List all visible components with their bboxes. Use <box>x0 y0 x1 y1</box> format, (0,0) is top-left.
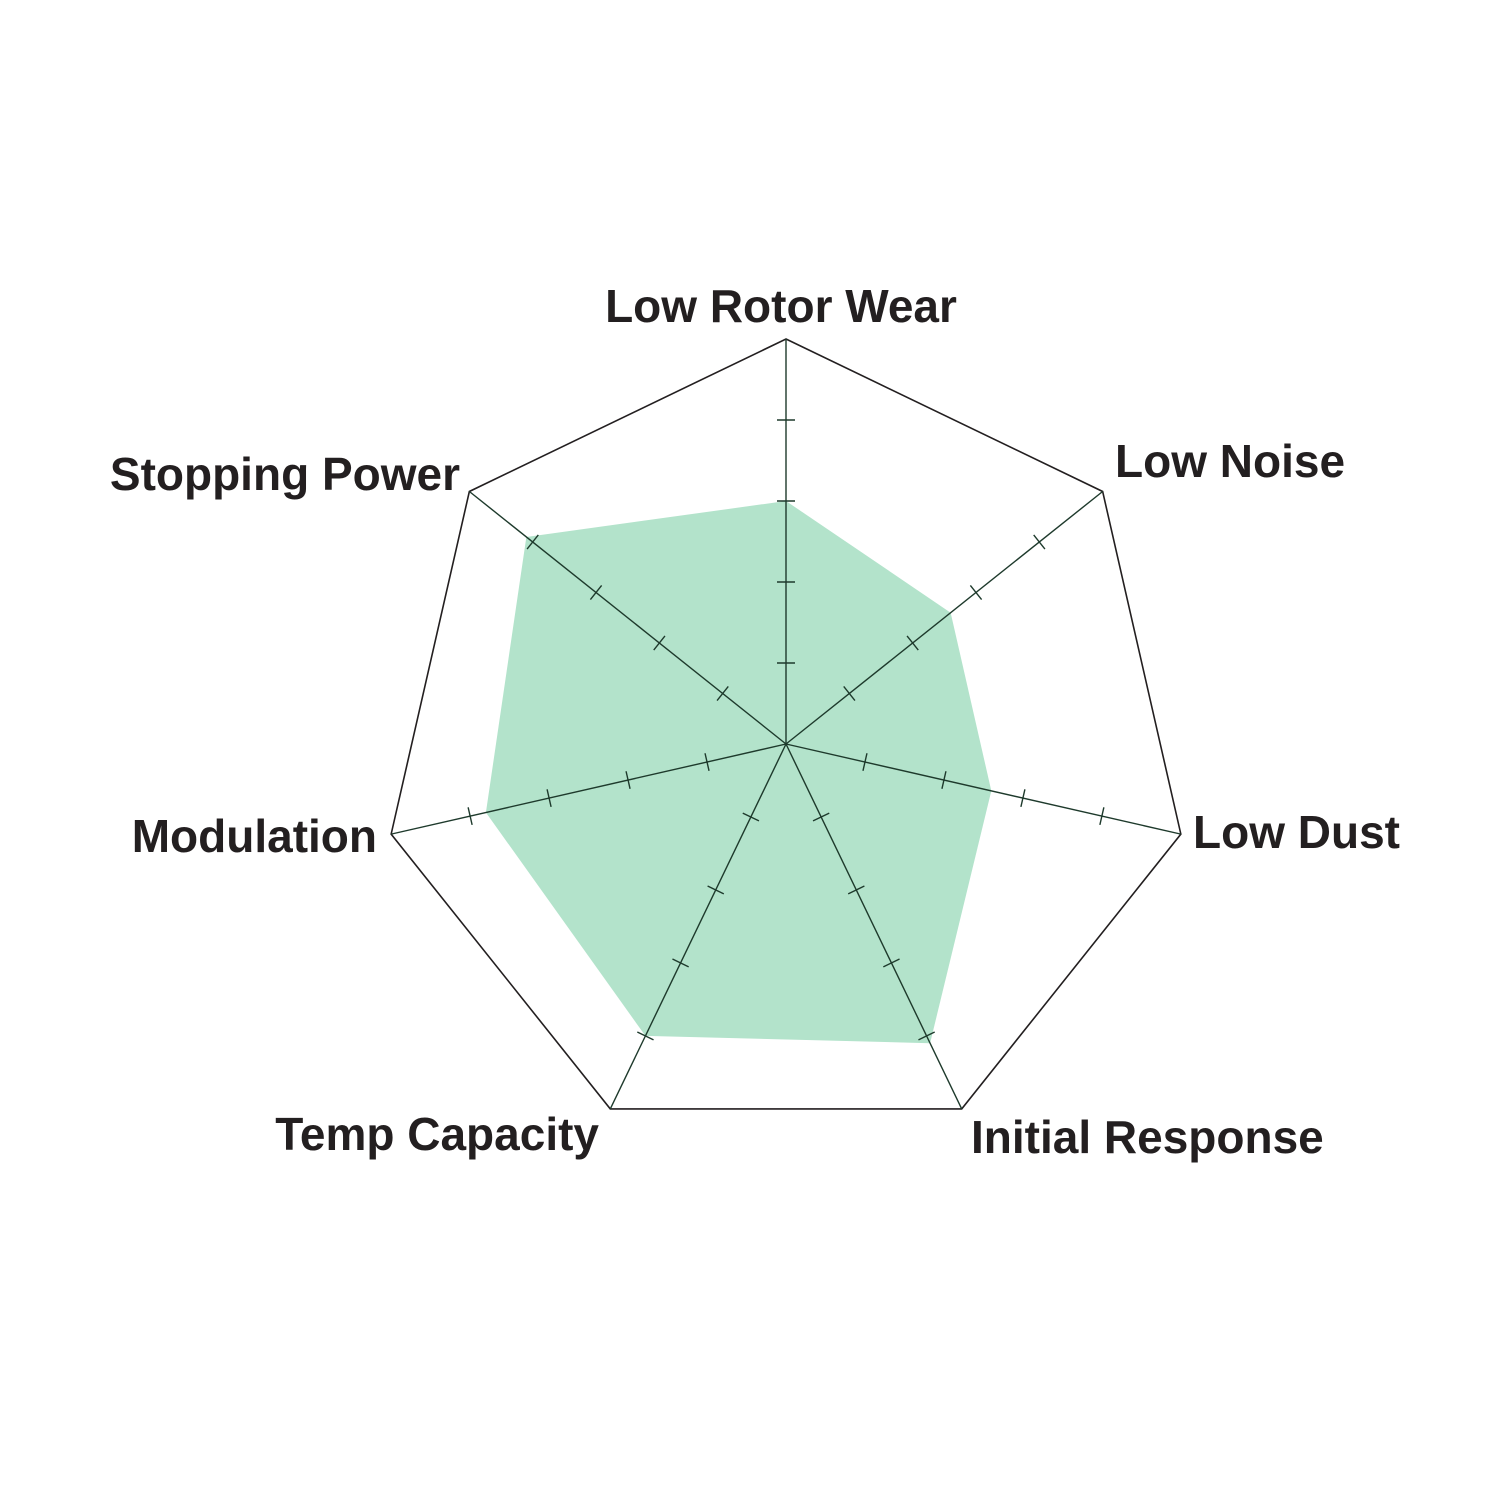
axis-line <box>785 743 963 1110</box>
axis-tick <box>526 534 539 550</box>
axis-label: Temp Capacity <box>275 1108 599 1160</box>
axis-label: Low Dust <box>1193 806 1400 858</box>
axis-line <box>785 490 1104 745</box>
axis-label: Low Rotor Wear <box>605 280 957 332</box>
axis-tick <box>716 686 729 701</box>
axis-tick <box>742 812 760 822</box>
axis-tick <box>812 812 830 822</box>
axis-tick <box>847 885 865 895</box>
axis-tick <box>862 753 868 771</box>
axis-tick <box>704 753 710 771</box>
axis-tick <box>906 635 919 651</box>
axis-label: Stopping Power <box>110 448 460 500</box>
axis-label: Initial Response <box>971 1111 1324 1163</box>
axis-line <box>609 743 787 1110</box>
axis-tick <box>546 789 552 808</box>
outer-frame <box>390 338 1182 1110</box>
axis-tick <box>941 771 947 789</box>
axis-label: Modulation <box>132 810 377 862</box>
axis-tick <box>625 771 631 789</box>
data-area <box>485 501 992 1044</box>
axis-line <box>390 743 787 835</box>
axis-tick <box>1033 534 1046 550</box>
axis-tick <box>883 958 900 968</box>
axis-tick <box>653 635 666 651</box>
axis-tick <box>969 585 983 600</box>
axis-tick <box>707 885 725 895</box>
axis-tick <box>843 686 856 701</box>
axis-tick <box>1099 807 1105 826</box>
axis-line <box>785 743 1182 835</box>
axis-label: Low Noise <box>1115 435 1345 487</box>
axis-tick <box>1020 789 1026 808</box>
axis-tick <box>467 807 473 826</box>
axis-tick <box>672 958 689 968</box>
axis-tick <box>637 1031 654 1041</box>
axis-line <box>468 490 787 745</box>
axis-tick <box>589 585 603 600</box>
axis-tick <box>918 1031 935 1041</box>
